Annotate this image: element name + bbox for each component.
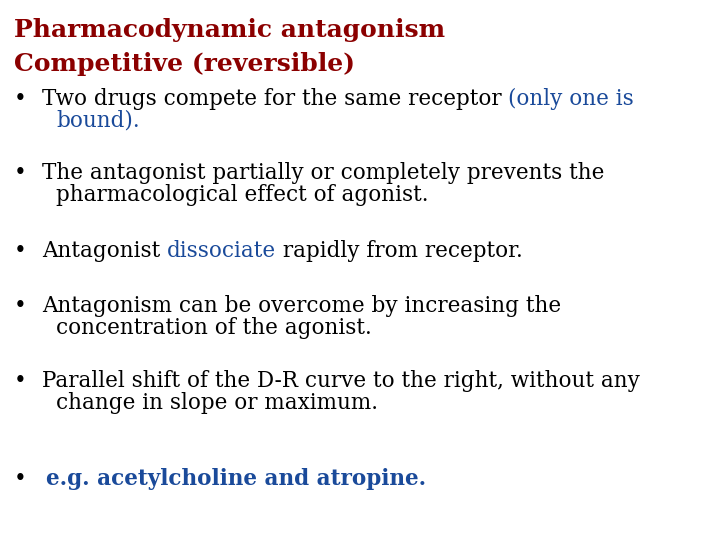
Text: The antagonist partially or completely prevents the: The antagonist partially or completely p…: [42, 162, 604, 184]
Text: Pharmacodynamic antagonism: Pharmacodynamic antagonism: [14, 18, 445, 42]
Text: bound).: bound).: [56, 110, 140, 132]
Text: e.g. acetylcholine and atropine.: e.g. acetylcholine and atropine.: [46, 468, 426, 490]
Text: Antagonist: Antagonist: [42, 240, 167, 262]
Text: rapidly from receptor.: rapidly from receptor.: [276, 240, 523, 262]
Text: •: •: [14, 240, 27, 262]
Text: pharmacological effect of agonist.: pharmacological effect of agonist.: [56, 184, 428, 206]
Text: •: •: [14, 162, 27, 184]
Text: Competitive (reversible): Competitive (reversible): [14, 52, 355, 76]
Text: Antagonism can be overcome by increasing the: Antagonism can be overcome by increasing…: [42, 295, 561, 317]
Text: Parallel shift of the D-R curve to the right, without any: Parallel shift of the D-R curve to the r…: [42, 370, 640, 392]
Text: (only one is: (only one is: [508, 88, 634, 110]
Text: •: •: [14, 468, 27, 490]
Text: •: •: [14, 88, 27, 110]
Text: •: •: [14, 370, 27, 392]
Text: dissociate: dissociate: [167, 240, 276, 262]
Text: change in slope or maximum.: change in slope or maximum.: [56, 392, 378, 414]
Text: Two drugs compete for the same receptor: Two drugs compete for the same receptor: [42, 88, 508, 110]
Text: •: •: [14, 295, 27, 317]
Text: concentration of the agonist.: concentration of the agonist.: [56, 317, 372, 339]
